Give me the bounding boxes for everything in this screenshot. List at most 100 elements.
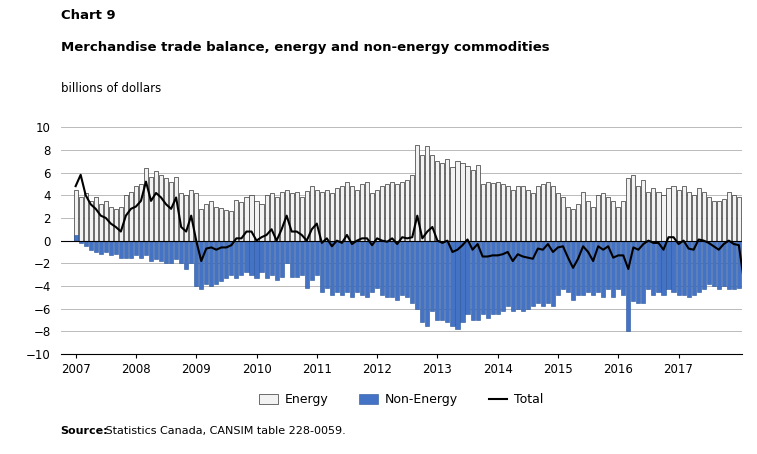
Bar [365,241,369,297]
Bar [124,195,128,241]
Bar [169,241,173,263]
Bar [204,241,208,284]
Bar [275,241,279,281]
Bar [450,167,454,241]
Bar [235,241,238,278]
Bar [98,204,103,241]
Bar [662,195,665,241]
Bar [606,241,610,290]
Bar [692,241,696,295]
Bar [536,186,540,241]
Bar [496,182,500,241]
Bar [481,241,484,314]
Bar [104,241,107,252]
Bar [566,207,570,241]
Bar [626,241,631,331]
Bar [561,197,565,241]
Line: Total: Total [76,175,744,281]
Bar [641,241,646,303]
Bar [466,166,469,241]
Bar [109,241,113,255]
Bar [662,241,665,295]
Bar [551,241,555,306]
Bar [616,241,620,290]
Bar [365,182,369,241]
Bar [611,241,615,297]
Bar [536,241,540,303]
Bar [290,241,294,277]
Bar [164,241,168,263]
Bar [264,195,269,241]
Bar [416,145,419,241]
Bar [737,197,741,241]
Bar [651,188,656,241]
Bar [460,163,465,241]
Bar [500,184,505,241]
Bar [742,200,746,241]
Bar [491,241,495,314]
Bar [405,180,410,241]
Bar [666,241,671,290]
Bar [385,241,389,297]
Bar [717,201,721,241]
Bar [310,241,314,281]
Bar [144,168,148,241]
Bar [395,184,399,241]
Bar [315,241,319,275]
Bar [179,241,183,263]
Bar [435,161,439,241]
Bar [325,190,329,241]
Bar [199,209,204,241]
Text: Source:: Source: [61,426,108,436]
Bar [671,186,675,241]
Bar [656,192,661,241]
Bar [294,192,299,241]
Total [76,172,86,178]
Bar [164,178,168,241]
Bar [420,241,425,322]
Bar [621,201,625,241]
Bar [596,195,600,241]
Bar [335,188,339,241]
Bar [275,197,279,241]
Bar [631,175,635,241]
Bar [245,241,248,272]
Bar [355,241,359,291]
Bar [239,241,244,275]
Bar [521,241,525,311]
Bar [651,241,656,295]
Bar [350,241,354,297]
Bar [285,190,288,241]
Bar [129,192,133,241]
Bar [677,190,681,241]
Bar [737,241,741,288]
Bar [380,241,384,295]
Bar [184,195,188,241]
Bar [706,241,711,284]
Bar [279,241,284,277]
Bar [254,241,259,278]
Bar [566,241,570,291]
Bar [526,190,530,241]
Bar [692,195,696,241]
Bar [250,241,254,275]
Bar [591,207,595,241]
Bar [98,241,103,254]
Bar [214,207,218,241]
Bar [139,184,143,241]
Bar [732,195,736,241]
Bar [712,201,716,241]
Bar [154,241,158,259]
Bar [637,186,640,241]
Bar [405,241,410,297]
Bar [606,197,610,241]
Bar [254,201,259,241]
Bar [264,241,269,278]
Bar [124,241,128,258]
Bar [370,193,374,241]
Bar [89,201,93,241]
Bar [616,207,620,241]
Bar [73,235,78,241]
Bar [435,241,439,320]
Bar [556,193,560,241]
